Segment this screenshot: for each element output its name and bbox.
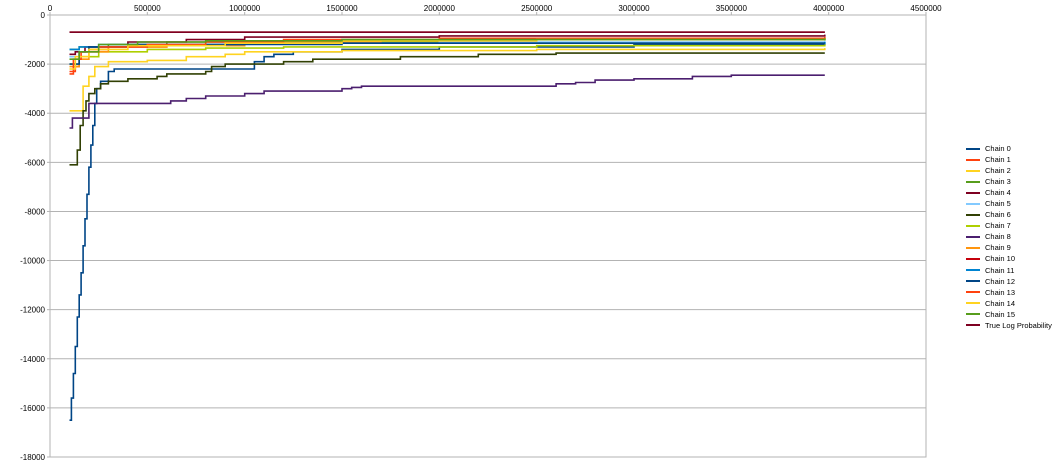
legend-swatch xyxy=(966,246,980,249)
legend-swatch xyxy=(966,269,980,272)
y-tick-label: -6000 xyxy=(25,158,46,167)
legend-label: Chain 0 xyxy=(985,144,1011,154)
legend-swatch xyxy=(966,302,980,305)
legend-label: Chain 11 xyxy=(985,265,1015,275)
series-line-6 xyxy=(69,52,825,166)
legend-label: Chain 6 xyxy=(985,210,1011,220)
legend-label: Chain 7 xyxy=(985,221,1011,231)
legend-label: Chain 1 xyxy=(985,155,1011,165)
legend-label: Chain 12 xyxy=(985,276,1016,286)
legend-item: Chain 2 xyxy=(966,165,1052,176)
legend-swatch xyxy=(966,158,980,161)
legend-label: Chain 15 xyxy=(985,309,1016,319)
legend-swatch xyxy=(966,280,980,283)
legend-label: Chain 4 xyxy=(985,188,1011,198)
chart-legend: Chain 0 Chain 1 Chain 2 Chain 3 Chain 4 Chain… xyxy=(966,143,1052,331)
legend-item: Chain 0 xyxy=(966,143,1052,154)
legend-swatch xyxy=(966,257,980,260)
legend-swatch xyxy=(966,180,980,183)
series-line-2 xyxy=(69,48,826,112)
x-tick-label: 3000000 xyxy=(618,4,650,13)
x-tick-label: 2500000 xyxy=(521,4,553,13)
legend-swatch xyxy=(966,224,980,227)
y-tick-label: -14000 xyxy=(20,355,45,364)
legend-item: Chain 6 xyxy=(966,209,1052,220)
legend-swatch xyxy=(966,324,980,327)
x-tick-label: 1000000 xyxy=(229,4,261,13)
legend-item: Chain 7 xyxy=(966,220,1052,231)
legend-label: Chain 2 xyxy=(985,166,1011,176)
legend-item: Chain 4 xyxy=(966,187,1052,198)
legend-swatch xyxy=(966,202,980,205)
legend-label: True Log Probability xyxy=(985,320,1052,330)
plot-area-border xyxy=(49,14,927,458)
series-line-15 xyxy=(69,38,826,60)
y-tick-label: -2000 xyxy=(25,60,46,69)
legend-swatch xyxy=(966,235,980,238)
y-tick-label: -8000 xyxy=(25,207,46,216)
gridlines xyxy=(50,14,926,458)
legend-swatch xyxy=(966,147,980,150)
legend-swatch xyxy=(966,291,980,294)
x-tick-label: 4000000 xyxy=(813,4,845,13)
legend-item: Chain 15 xyxy=(966,309,1052,320)
legend-label: Chain 8 xyxy=(985,232,1011,242)
legend-item: Chain 11 xyxy=(966,265,1052,276)
y-tick-label: -4000 xyxy=(25,109,46,118)
y-tick-label: -10000 xyxy=(20,257,45,266)
legend-item: Chain 12 xyxy=(966,276,1052,287)
legend-item: Chain 13 xyxy=(966,287,1052,298)
legend-swatch xyxy=(966,313,980,316)
legend-item: Chain 9 xyxy=(966,242,1052,253)
legend-swatch xyxy=(966,169,980,172)
legend-label: Chain 9 xyxy=(985,243,1011,253)
legend-item: Chain 5 xyxy=(966,198,1052,209)
legend-item: Chain 3 xyxy=(966,176,1052,187)
x-axis-ticks: 0 500000 1000000 1500000 2000000 2500000 30000… xyxy=(48,4,942,15)
y-tick-label: 0 xyxy=(41,11,46,20)
legend-item: Chain 8 xyxy=(966,231,1052,242)
x-tick-label: 0 xyxy=(48,4,53,13)
x-tick-label: 4500000 xyxy=(910,4,942,13)
legend-item: Chain 10 xyxy=(966,253,1052,264)
series-line-8 xyxy=(69,74,825,129)
legend-item: Chain 1 xyxy=(966,154,1052,165)
legend-label: Chain 3 xyxy=(985,177,1011,187)
legend-swatch xyxy=(966,191,980,194)
legend-label: Chain 13 xyxy=(985,287,1016,297)
y-tick-label: -12000 xyxy=(20,306,45,315)
legend-swatch xyxy=(966,213,980,216)
x-tick-label: 500000 xyxy=(134,4,161,13)
y-axis-ticks: 0 -2000 -4000 -6000 -8000 -10000 -12000 -14000 -… xyxy=(20,11,50,462)
legend-label: Chain 10 xyxy=(985,254,1016,264)
y-tick-label: -18000 xyxy=(20,453,45,462)
legend-label: Chain 14 xyxy=(985,298,1016,308)
legend-item: True Log Probability xyxy=(966,320,1052,331)
x-tick-label: 1500000 xyxy=(326,4,358,13)
series-line-0 xyxy=(69,42,826,421)
x-tick-label: 3500000 xyxy=(716,4,748,13)
y-tick-label: -16000 xyxy=(20,404,45,413)
series-lines xyxy=(69,31,826,421)
legend-label: Chain 5 xyxy=(985,199,1011,209)
legend-item: Chain 14 xyxy=(966,298,1052,309)
x-tick-label: 2000000 xyxy=(424,4,456,13)
